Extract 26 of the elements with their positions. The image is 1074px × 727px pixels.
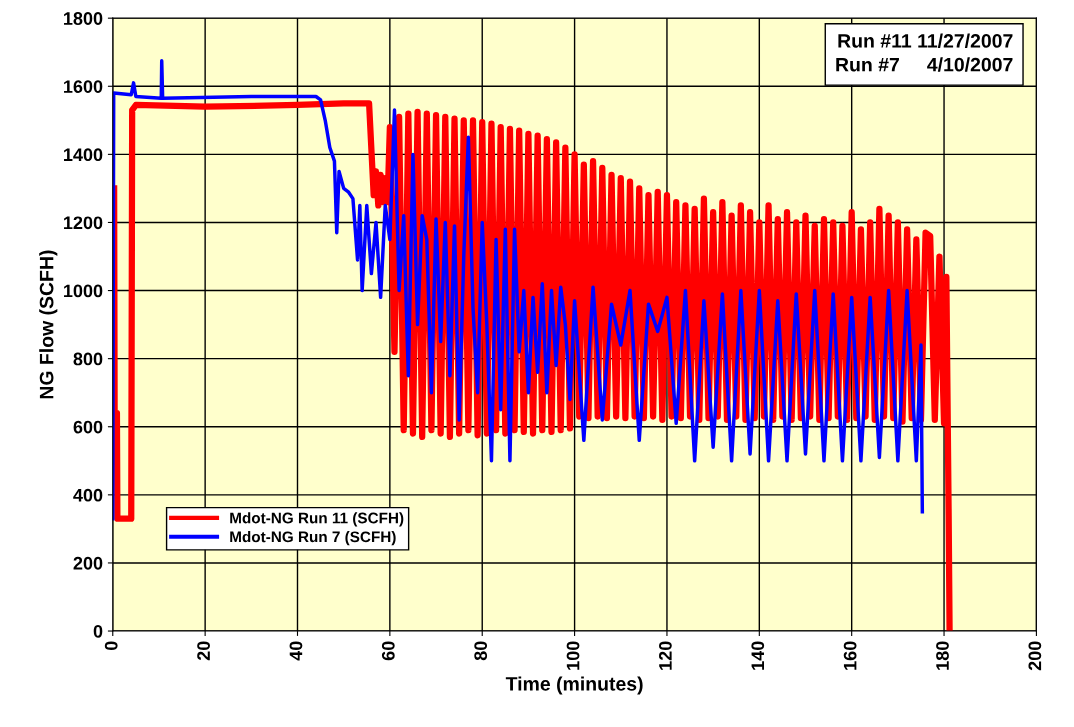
y-tick-label: 1000 (64, 284, 103, 298)
x-tick-label: 40 (289, 641, 303, 661)
x-tick-label: 120 (659, 641, 672, 670)
y-tick-label: 400 (73, 488, 103, 502)
legend-label: Mdot-NG Run 11 (SCFH) (230, 512, 404, 527)
y-axis-title: NG Flow (SCFH) (39, 250, 58, 399)
y-tick-label: 1800 (64, 12, 103, 25)
y-tick-label: 1400 (64, 148, 103, 162)
y-tick-label: 1600 (64, 80, 103, 93)
x-tick-label: 180 (936, 641, 949, 670)
x-tick-label: 160 (843, 641, 857, 670)
x-tick-label: 60 (381, 641, 395, 661)
x-tick-label: 100 (566, 641, 580, 670)
y-tick-label: 0 (93, 624, 103, 638)
y-tick-label: 1200 (64, 216, 103, 230)
x-tick-label: 80 (474, 641, 488, 661)
x-tick-label: 20 (197, 641, 210, 661)
x-tick-label: 200 (1028, 641, 1042, 671)
y-tick-label: 600 (73, 420, 103, 434)
x-axis-title: Time (minutes) (505, 676, 643, 695)
annotation: Run #11 11/27/2007 Run #7 4/10/2007 (836, 33, 1013, 72)
x-tick-label: 0 (104, 641, 118, 651)
y-tick-label: 800 (73, 352, 103, 366)
x-tick-label: 140 (751, 641, 765, 670)
legend-label: Mdot-NG Run 7 (SCFH) (230, 531, 396, 546)
y-tick-label: 200 (73, 556, 103, 570)
